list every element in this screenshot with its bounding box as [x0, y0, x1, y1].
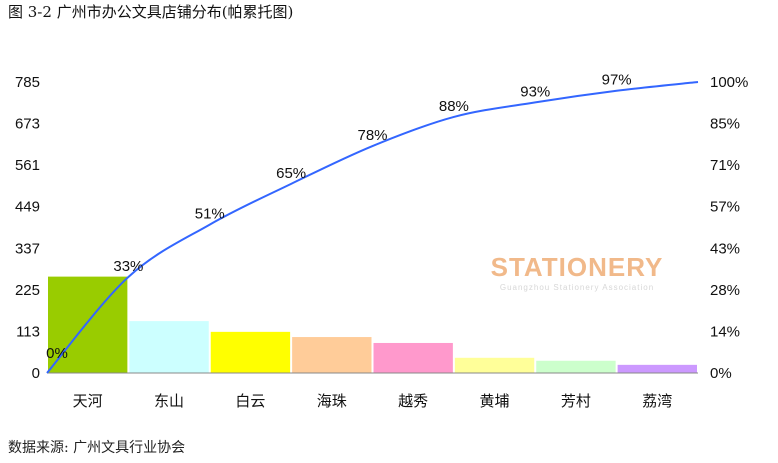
- left-tick-label: 449: [15, 199, 40, 216]
- right-tick-label: 71%: [710, 157, 740, 174]
- percent-label: 97%: [602, 72, 632, 89]
- category-label: 荔湾: [642, 392, 672, 410]
- percent-label: 78%: [357, 127, 387, 144]
- percent-label: 0%: [46, 345, 68, 362]
- right-axis-ticks: 0% 14% 28% 43% 57% 71% 85% 100%: [710, 74, 748, 382]
- cumulative-line: [46, 81, 699, 374]
- left-tick-label: 785: [15, 74, 40, 91]
- watermark-text: STATIONERY: [491, 252, 664, 282]
- bar-7: [536, 360, 616, 373]
- category-label: 白云: [235, 392, 265, 410]
- left-tick-label: 113: [16, 323, 40, 340]
- left-tick-label: 225: [15, 282, 40, 299]
- percent-label: 88%: [439, 98, 469, 115]
- bar-2: [129, 321, 209, 373]
- category-label: 越秀: [398, 392, 428, 410]
- right-tick-label: 14%: [710, 323, 740, 340]
- bar-4: [292, 337, 372, 373]
- percent-label: 51%: [195, 206, 225, 223]
- right-tick-label: 0%: [710, 365, 732, 382]
- category-label: 东山: [154, 392, 184, 410]
- chart-title: 图 3-2 广州市办公文具店铺分布(帕累托图): [8, 3, 294, 21]
- source-note: 数据来源: 广州文具行业协会: [8, 440, 186, 456]
- percent-label: 65%: [276, 165, 306, 182]
- cumulative-percent-labels: 0% 33% 51% 65% 78% 88% 93% 97%: [46, 72, 631, 362]
- category-label: 芳村: [561, 392, 591, 410]
- right-tick-label: 85%: [710, 116, 740, 133]
- bar-3: [210, 331, 291, 373]
- bar-5: [373, 342, 453, 373]
- category-label: 天河: [73, 392, 103, 410]
- left-tick-label: 561: [15, 157, 40, 174]
- left-tick-label: 337: [15, 240, 40, 257]
- left-tick-label: 0: [32, 365, 40, 382]
- bar-6: [454, 357, 535, 373]
- right-tick-label: 57%: [710, 199, 740, 216]
- bar-8: [617, 364, 697, 373]
- category-labels: 天河 东山 白云 海珠 越秀 黄埔 芳村 荔湾: [73, 392, 673, 410]
- watermark-logo: STATIONERY Guangzhou Stationery Associat…: [491, 252, 664, 292]
- left-tick-label: 673: [15, 116, 40, 133]
- watermark-subtext: Guangzhou Stationery Association: [500, 283, 654, 292]
- percent-label: 93%: [520, 83, 550, 100]
- category-label: 黄埔: [480, 392, 510, 410]
- right-tick-label: 28%: [710, 282, 740, 299]
- right-tick-label: 43%: [710, 240, 740, 257]
- left-axis-ticks: 0 113 225 337 449 561 673 785: [15, 74, 40, 382]
- category-label: 海珠: [317, 392, 347, 410]
- percent-label: 33%: [113, 258, 143, 275]
- right-tick-label: 100%: [710, 74, 748, 91]
- bar-series: [48, 276, 697, 373]
